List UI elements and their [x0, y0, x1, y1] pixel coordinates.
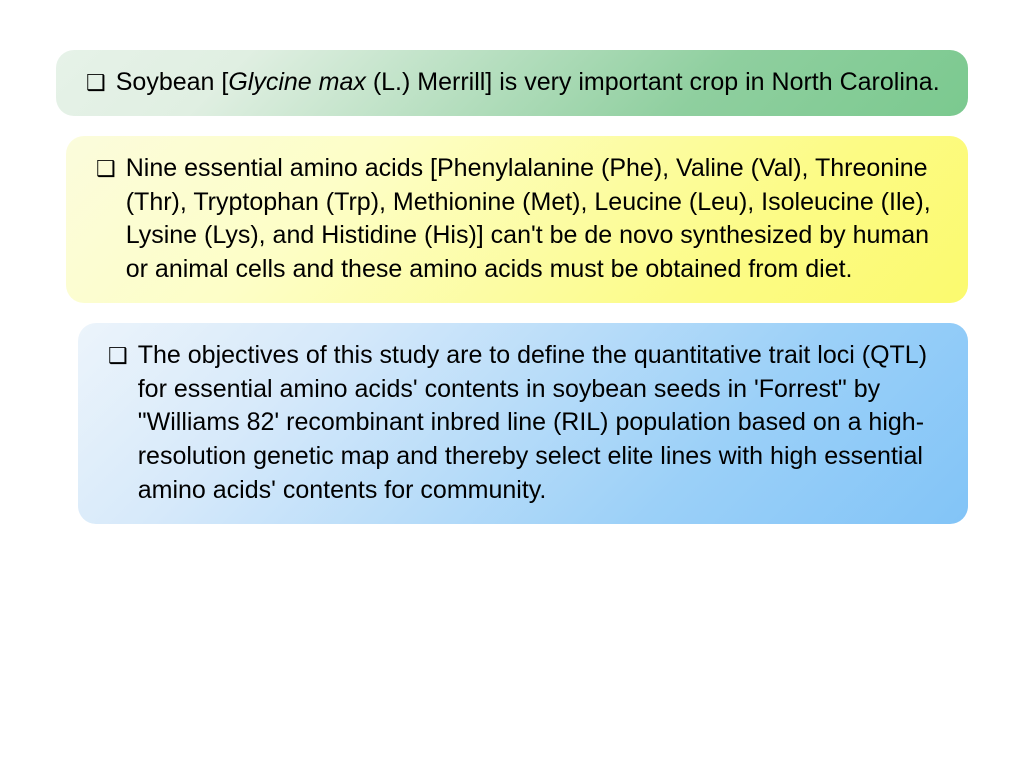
bullet-icon: ❑ [108, 339, 128, 372]
box-inner: ❑ Nine essential amino acids [Phenylalan… [96, 152, 944, 287]
box-inner: ❑ The objectives of this study are to de… [108, 339, 944, 508]
text-post: (L.) Merrill] is very important crop in … [366, 68, 940, 96]
info-box-blue: ❑ The objectives of this study are to de… [78, 323, 968, 524]
box-text: The objectives of this study are to defi… [138, 339, 944, 508]
text-italic: Glycine max [228, 68, 366, 96]
info-box-yellow: ❑ Nine essential amino acids [Phenylalan… [66, 136, 968, 303]
box-text: Soybean [Glycine max (L.) Merrill] is ve… [116, 66, 944, 100]
box-text: Nine essential amino acids [Phenylalanin… [126, 152, 944, 287]
info-box-green: ❑ Soybean [Glycine max (L.) Merrill] is … [56, 50, 968, 116]
bullet-icon: ❑ [86, 66, 106, 99]
box-inner: ❑ Soybean [Glycine max (L.) Merrill] is … [86, 66, 944, 100]
text-pre: Soybean [ [116, 68, 229, 96]
bullet-icon: ❑ [96, 152, 116, 185]
